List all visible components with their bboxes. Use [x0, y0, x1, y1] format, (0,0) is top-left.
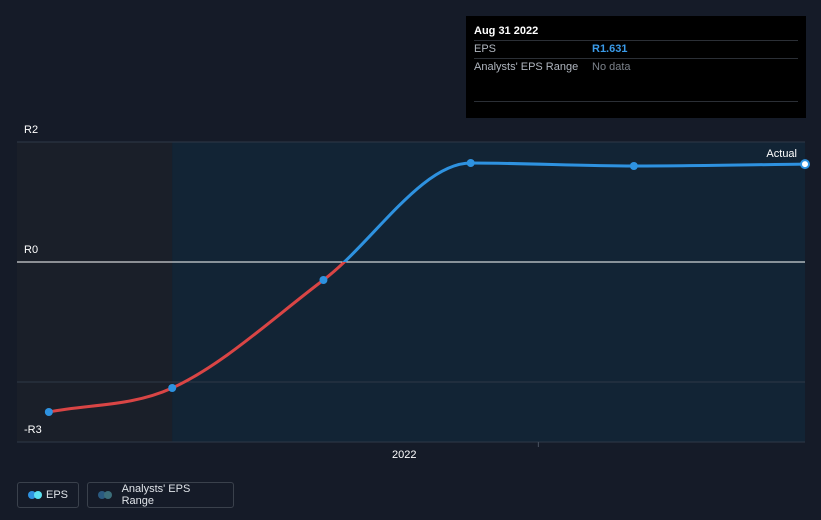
x-tick-label-2022: 2022 [392, 449, 417, 461]
eps-point-1 [168, 384, 177, 392]
tooltip-range-value: No data [592, 61, 631, 73]
legend-eps-icon [28, 491, 42, 499]
tooltip-eps-row: EPS R1.631 [474, 40, 798, 58]
actual-label: Actual [766, 148, 797, 160]
legend-eps-label: EPS [45, 489, 68, 501]
eps-point-2 [319, 276, 328, 284]
legend-range-icon [98, 491, 114, 499]
tooltip-divider [474, 101, 798, 102]
eps-point-4 [629, 162, 638, 170]
eps-point-0 [44, 408, 53, 416]
tooltip-eps-label: EPS [474, 43, 497, 55]
eps-point-3 [466, 159, 475, 167]
tooltip-range-label: Analysts' EPS Range [474, 61, 579, 73]
eps-line-positive [342, 161, 806, 262]
y-tick-label-0: R0 [24, 244, 39, 256]
shaded-region [172, 142, 805, 442]
data-tooltip: Aug 31 2022 EPS R1.631 Analysts' EPS Ran… [466, 16, 806, 118]
y-tick-label-2: R2 [24, 124, 39, 136]
eps-point-highlight [800, 159, 810, 170]
tooltip-date: Aug 31 2022 [474, 25, 539, 37]
legend-eps-button[interactable]: EPS [17, 482, 79, 508]
legend-range-label: Analysts' EPS Range [121, 483, 191, 507]
legend-range-button[interactable]: Analysts' EPS Range [87, 482, 234, 508]
tooltip-eps-value: R1.631 [592, 43, 628, 55]
tooltip-range-row: Analysts' EPS Range No data [474, 58, 798, 76]
y-tick-label-neg3: -R3 [24, 424, 42, 436]
past-region [17, 142, 173, 442]
